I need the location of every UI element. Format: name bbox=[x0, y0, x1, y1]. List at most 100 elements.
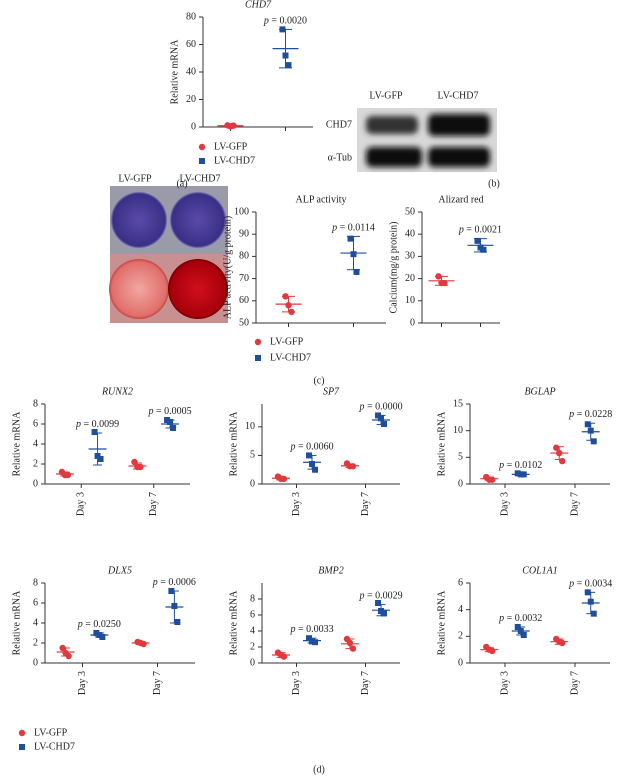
chart-title: DLX5 bbox=[107, 565, 132, 576]
data-point bbox=[288, 308, 295, 316]
panel-label: (d) bbox=[313, 764, 325, 775]
data-point bbox=[556, 449, 563, 457]
p-value: p = 0.0000 bbox=[358, 402, 402, 413]
data-point bbox=[59, 644, 66, 652]
data-point bbox=[140, 640, 147, 648]
legend-marker bbox=[19, 744, 25, 750]
x-tick-label: Day 7 bbox=[360, 671, 371, 695]
panel-label: (a) bbox=[176, 178, 187, 189]
legend-marker bbox=[254, 338, 262, 346]
chart-title: ALP activity bbox=[295, 194, 346, 205]
data-point bbox=[99, 634, 106, 640]
data-point bbox=[230, 122, 237, 129]
data-point bbox=[309, 461, 316, 467]
y-tick-label: 4 bbox=[458, 604, 463, 615]
lane-label: LV-CHD7 bbox=[438, 90, 479, 101]
legend-label: LV-CHD7 bbox=[214, 155, 255, 166]
y-tick-label: 8 bbox=[250, 593, 255, 604]
chart-title: RUNX2 bbox=[101, 386, 133, 397]
data-point bbox=[378, 415, 385, 422]
data-point bbox=[306, 635, 313, 642]
y-tick-label: 90 bbox=[239, 228, 249, 239]
chart-title: SP7 bbox=[323, 386, 340, 397]
y-tick-label: 100 bbox=[234, 206, 249, 217]
data-point bbox=[517, 628, 524, 634]
y-tick-label: 80 bbox=[186, 11, 196, 22]
panel-label: (c) bbox=[313, 375, 324, 386]
western-blot: LV-GFP LV-CHD7 CHD7 α-Tub bbox=[326, 90, 497, 172]
chart-title: BMP2 bbox=[318, 565, 344, 576]
chart-title: COL1A1 bbox=[522, 565, 558, 576]
y-tick-label: 5 bbox=[458, 452, 463, 463]
y-tick-label: 20 bbox=[186, 94, 196, 105]
p-value: p = 0.0006 bbox=[152, 577, 196, 588]
y-tick-label: 40 bbox=[405, 228, 415, 239]
data-point bbox=[312, 466, 319, 473]
data-point bbox=[480, 246, 487, 253]
y-axis-label: Relative mRNA bbox=[436, 411, 447, 476]
lane-label: LV-GFP bbox=[369, 90, 403, 101]
legend-marker bbox=[198, 143, 206, 151]
y-tick-label: 4 bbox=[250, 625, 255, 636]
y-tick-label: 5 bbox=[250, 450, 255, 461]
data-point bbox=[306, 452, 313, 459]
p-value: p = 0.0228 bbox=[568, 409, 612, 420]
y-tick-label: 0 bbox=[250, 478, 255, 489]
data-point bbox=[514, 624, 521, 630]
data-point bbox=[170, 425, 177, 431]
p-value: p = 0.0114 bbox=[331, 223, 375, 234]
p-value: p = 0.0021 bbox=[458, 225, 502, 236]
y-tick-label: 40 bbox=[186, 66, 196, 77]
legend-marker bbox=[255, 355, 261, 361]
data-point bbox=[349, 645, 357, 652]
data-point bbox=[590, 438, 597, 445]
y-tick-label: 6 bbox=[250, 609, 255, 620]
data-point bbox=[285, 62, 292, 69]
y-tick-label: 10 bbox=[453, 425, 463, 436]
y-tick-label: 0 bbox=[191, 121, 196, 132]
legend-label: LV-GFP bbox=[214, 141, 248, 152]
row-label: CHD7 bbox=[326, 119, 352, 130]
x-tick-label: Day 7 bbox=[148, 492, 159, 516]
data-point bbox=[559, 639, 566, 647]
data-point bbox=[441, 279, 448, 287]
legend-label: LV-CHD7 bbox=[34, 741, 75, 752]
y-axis-label: Relative mRNA bbox=[436, 590, 447, 655]
y-tick-label: 2 bbox=[33, 637, 38, 648]
data-point bbox=[64, 471, 72, 479]
x-tick-label: Day 7 bbox=[569, 671, 580, 695]
y-axis-label: Relative mRNA bbox=[11, 411, 22, 476]
y-tick-label: 6 bbox=[458, 577, 463, 588]
data-point bbox=[282, 52, 289, 59]
x-tick-label: Day 3 bbox=[499, 492, 510, 516]
data-point bbox=[312, 639, 319, 646]
p-value: p = 0.0102 bbox=[498, 460, 542, 471]
chart-title: BGLAP bbox=[524, 386, 555, 397]
y-tick-label: 8 bbox=[33, 398, 38, 409]
data-point bbox=[285, 302, 292, 309]
y-tick-label: 2 bbox=[458, 631, 463, 642]
data-point bbox=[489, 647, 496, 655]
data-point bbox=[171, 603, 178, 609]
legend-marker bbox=[18, 729, 26, 737]
data-point bbox=[346, 639, 354, 647]
y-tick-label: 6 bbox=[33, 597, 38, 608]
data-point bbox=[168, 588, 175, 594]
lane-label: LV-GFP bbox=[118, 173, 152, 184]
x-tick-label: Day 3 bbox=[499, 671, 510, 695]
x-tick-label: Day 7 bbox=[360, 492, 371, 516]
data-point bbox=[65, 652, 72, 660]
y-tick-label: 6 bbox=[33, 418, 38, 429]
data-point bbox=[587, 427, 594, 434]
data-point bbox=[97, 456, 104, 462]
x-tick-label: Day 3 bbox=[291, 492, 302, 516]
y-tick-label: 2 bbox=[250, 641, 255, 652]
p-value: p = 0.0020 bbox=[263, 16, 307, 27]
y-tick-label: 2 bbox=[33, 458, 38, 469]
y-tick-label: 15 bbox=[453, 398, 463, 409]
data-point bbox=[584, 421, 591, 428]
y-tick-label: 60 bbox=[239, 295, 249, 306]
data-point bbox=[553, 444, 560, 451]
p-value: p = 0.0029 bbox=[358, 591, 402, 602]
